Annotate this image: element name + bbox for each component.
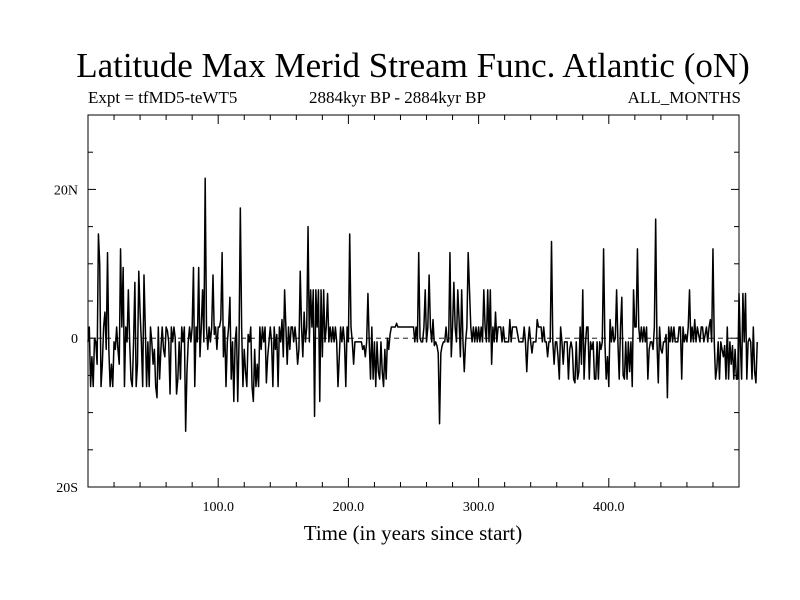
x-tick-label: 200.0 — [333, 500, 365, 515]
x-tick-label: 400.0 — [593, 500, 625, 515]
y-tick-label: 20N — [54, 183, 78, 198]
experiment-label: Expt = tfMD5-teWT5 — [88, 88, 238, 107]
chart-title: Latitude Max Merid Stream Func. Atlantic… — [76, 46, 750, 85]
y-tick-label: 20S — [56, 481, 78, 496]
time-range-label: 2884kyr BP - 2884kyr BP — [309, 88, 486, 107]
x-tick-label: 300.0 — [463, 500, 495, 515]
series-line — [87, 177, 758, 432]
y-tick-label: 0 — [71, 332, 78, 347]
months-label: ALL_MONTHS — [627, 88, 741, 107]
x-axis-label: Time (in years since start) — [303, 521, 523, 545]
x-tick-label: 100.0 — [202, 500, 234, 515]
